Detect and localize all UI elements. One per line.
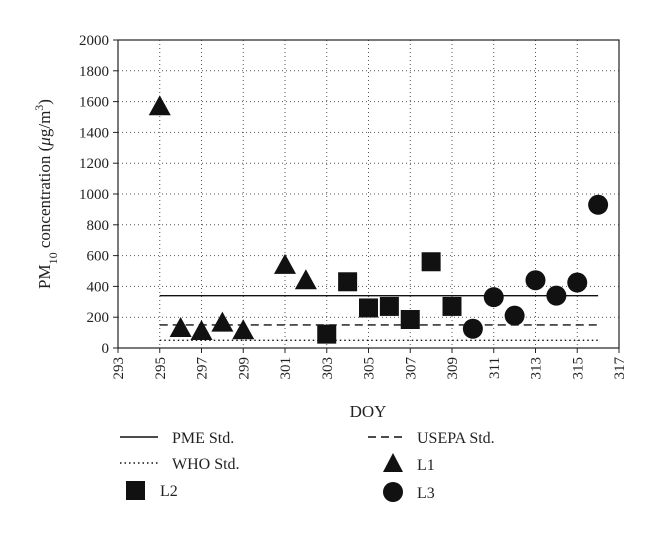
x-tick-label: 303 [320,357,336,380]
y-axis-title-mu: μ [35,137,54,147]
data-point-l3 [525,270,546,291]
y-axis-title-superscript: 3 [32,105,46,111]
data-point-l1 [169,316,192,337]
y-axis-title-suffix: ) [35,99,54,105]
x-axis-title: DOY [350,402,387,421]
data-point-l2 [421,252,441,272]
legend-symbol-l2 [126,481,145,500]
y-tick-label: 0 [102,341,110,357]
data-point-l1 [211,311,234,332]
legend-label-usepa: USEPA Std. [417,430,495,447]
data-point-l2 [338,272,358,292]
grid-lines [118,40,619,348]
y-tick-label: 1000 [79,187,109,203]
y-axis-title-subscript: 10 [46,252,60,264]
x-tick-label: 301 [278,357,294,380]
y-tick-label: 600 [87,249,110,265]
data-point-l1 [190,320,213,341]
y-axis-title: PM10 concentration (μg/m3) [32,99,60,289]
data-point-l1 [274,253,296,274]
data-point-l2 [379,296,399,316]
y-tick-label: 200 [87,310,110,326]
data-point-l2 [317,324,337,344]
data-point-l1 [232,319,255,340]
y-tick-label: 2000 [79,33,109,49]
legend-label-pme: PME Std. [172,430,234,447]
x-tick-label: 293 [111,357,127,380]
legend-label-l2: L2 [160,483,178,500]
legend-symbol-l3 [383,482,403,502]
x-axis-ticks: 293 295 297 299 301 303 305 307 309 311 313 315 317 [111,348,628,380]
y-tick-label: 800 [87,218,110,234]
y-tick-label: 1200 [79,156,109,172]
y-tick-label: 400 [87,279,110,295]
legend-label-l3: L3 [417,485,435,502]
data-point-l1 [148,95,171,116]
reference-lines [159,294,599,341]
legend-label-who: WHO Std. [172,456,240,473]
x-tick-label: 315 [570,357,586,380]
y-tick-label: 1600 [79,95,109,111]
x-tick-label: 299 [236,357,252,380]
legend-label-l1: L1 [417,457,435,474]
x-tick-label: 311 [487,357,503,379]
data-point-l2 [442,296,462,316]
y-tick-label: 1400 [79,125,109,141]
x-tick-label: 307 [403,357,419,380]
data-point-l3 [588,194,609,215]
x-tick-label: 317 [612,357,628,380]
y-axis-title-middle: concentration ( [35,145,54,252]
chart-legend: PME Std. USEPA Std. WHO Std. L1 L2 L3 [120,430,495,502]
x-tick-label: 295 [153,357,169,380]
y-axis-title-unit: g/m [35,111,54,137]
x-tick-label: 297 [195,357,211,380]
data-point-l3 [462,318,483,339]
data-point-l2 [400,310,420,330]
y-axis-title-prefix: PM [35,264,54,289]
data-point-l3 [567,272,588,293]
data-point-l2 [359,298,378,318]
data-point-l3 [483,287,504,308]
y-tick-label: 1800 [79,64,109,80]
x-tick-label: 313 [529,357,545,380]
data-points [148,95,609,344]
legend-symbol-l1 [383,453,403,472]
data-point-l3 [546,285,567,306]
y-axis-ticks: 0 200 400 600 800 1000 1200 1400 1600 1800 2000 [79,33,118,357]
data-point-l1 [294,269,317,290]
x-tick-label: 305 [362,357,378,380]
x-tick-label: 309 [445,357,461,380]
data-point-l3 [504,305,525,326]
